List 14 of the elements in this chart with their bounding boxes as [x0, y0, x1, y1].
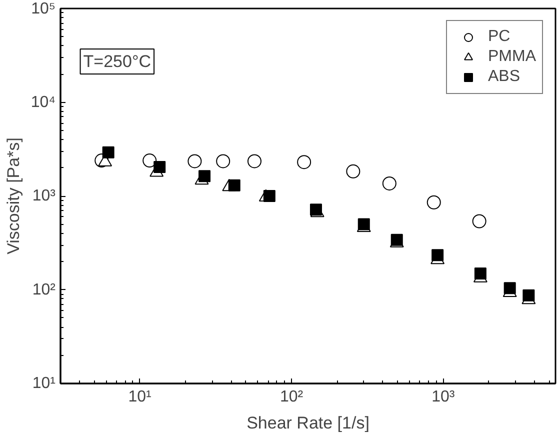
x-tick-label: 10² [280, 388, 304, 406]
legend-label: ABS [488, 68, 520, 86]
y-tick-label: 10² [32, 281, 56, 298]
y-tick-label: 10⁴ [30, 94, 56, 111]
x-tick-label: 10¹ [128, 388, 152, 406]
x-axis-title: Shear Rate [1/s] [246, 414, 370, 432]
legend-label: PMMA [488, 48, 536, 66]
y-axis-title: Viscosity [Pa*s] [4, 138, 23, 254]
y-tick-label: 10³ [32, 188, 56, 204]
x-tick-label: 10³ [432, 388, 456, 406]
y-tick-label: 10⁵ [31, 0, 56, 18]
y-tick-label: 10¹ [32, 375, 56, 392]
legend-label: PC [488, 28, 510, 46]
annotation: T=250°C [83, 52, 152, 72]
